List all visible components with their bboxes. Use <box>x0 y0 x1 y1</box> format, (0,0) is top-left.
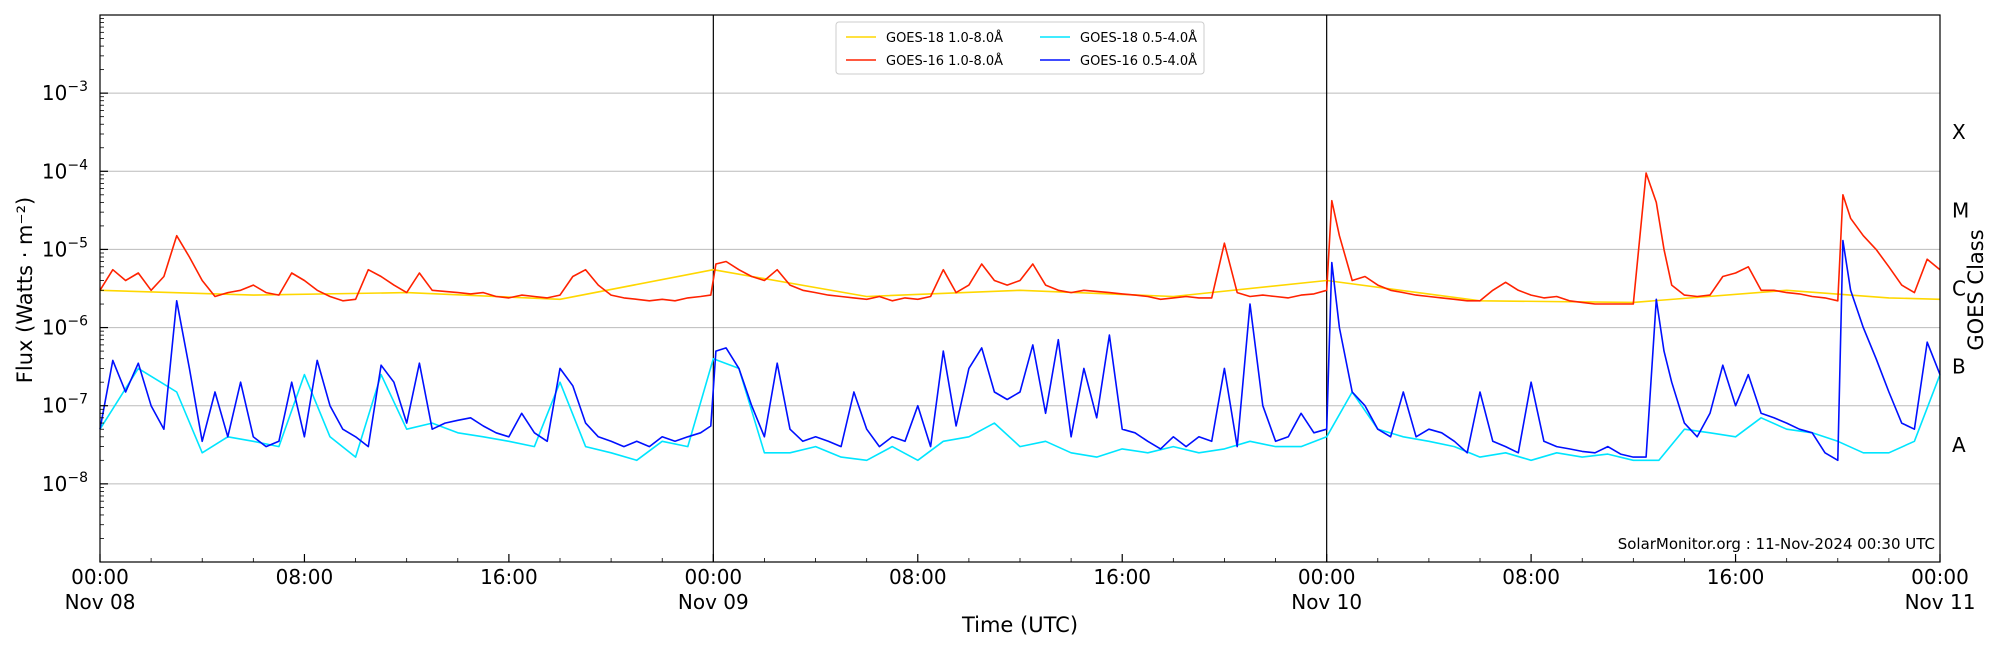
x-tick-date-label: Nov 10 <box>1291 590 1362 614</box>
x-tick-time-label: 16:00 <box>1093 565 1151 589</box>
goes-class-label: B <box>1952 355 1966 379</box>
legend-label: GOES-18 0.5-4.0Å <box>1080 30 1197 46</box>
goes-class-axis-title: GOES Class <box>1964 229 1988 350</box>
series-line <box>99 268 1941 304</box>
x-tick-time-label: 08:00 <box>276 565 334 589</box>
legend-label: GOES-16 0.5-4.0Å <box>1080 53 1197 69</box>
x-tick-date-label: Nov 09 <box>678 590 749 614</box>
y-tick-label: 10−5 <box>42 235 88 261</box>
x-tick-time-label: 00:00 <box>1911 565 1969 589</box>
x-tick-time-label: 00:00 <box>1298 565 1356 589</box>
y-tick-label: 10−3 <box>42 79 88 105</box>
grid-lines <box>100 92 1940 485</box>
plot-frame <box>99 14 1941 563</box>
x-tick-time-label: 00:00 <box>71 565 129 589</box>
series-line <box>99 239 1941 462</box>
x-tick-date-label: Nov 11 <box>1905 590 1976 614</box>
y-tick-label: 10−4 <box>42 157 88 183</box>
goes-class-label: M <box>1952 198 1969 222</box>
legend: GOES-18 1.0-8.0Å GOES-16 1.0-8.0Å GOES-18 … <box>835 21 1205 75</box>
goes-class-label: A <box>1952 433 1966 457</box>
legend-box <box>835 21 1205 75</box>
goes-class-label: C <box>1952 277 1966 301</box>
series-line <box>99 172 1941 305</box>
x-tick-time-label: 16:00 <box>1707 565 1765 589</box>
legend-label: GOES-16 1.0-8.0Å <box>886 53 1003 69</box>
legend-label: GOES-18 1.0-8.0Å <box>886 30 1003 46</box>
series-line <box>99 357 1941 462</box>
y-axis-title: Flux (Watts · m⁻²) <box>13 197 37 383</box>
credit-text: SolarMonitor.org : 11-Nov-2024 00:30 UTC <box>1618 535 1935 553</box>
y-tick-label: 10−7 <box>42 392 88 418</box>
x-tick-time-label: 00:00 <box>685 565 743 589</box>
x-tick-date-label: Nov 08 <box>65 590 136 614</box>
x-tick-time-label: 16:00 <box>480 565 538 589</box>
day-boundary-lines <box>712 15 1328 562</box>
goes-class-label: X <box>1952 120 1966 144</box>
series-lines <box>99 172 1941 462</box>
x-tick-time-label: 08:00 <box>889 565 947 589</box>
x-axis-title: Time (UTC) <box>961 613 1078 637</box>
axis-ticks <box>99 18 1941 562</box>
y-tick-label: 10−8 <box>42 470 88 496</box>
x-tick-time-label: 08:00 <box>1502 565 1560 589</box>
y-tick-label: 10−6 <box>42 314 88 340</box>
